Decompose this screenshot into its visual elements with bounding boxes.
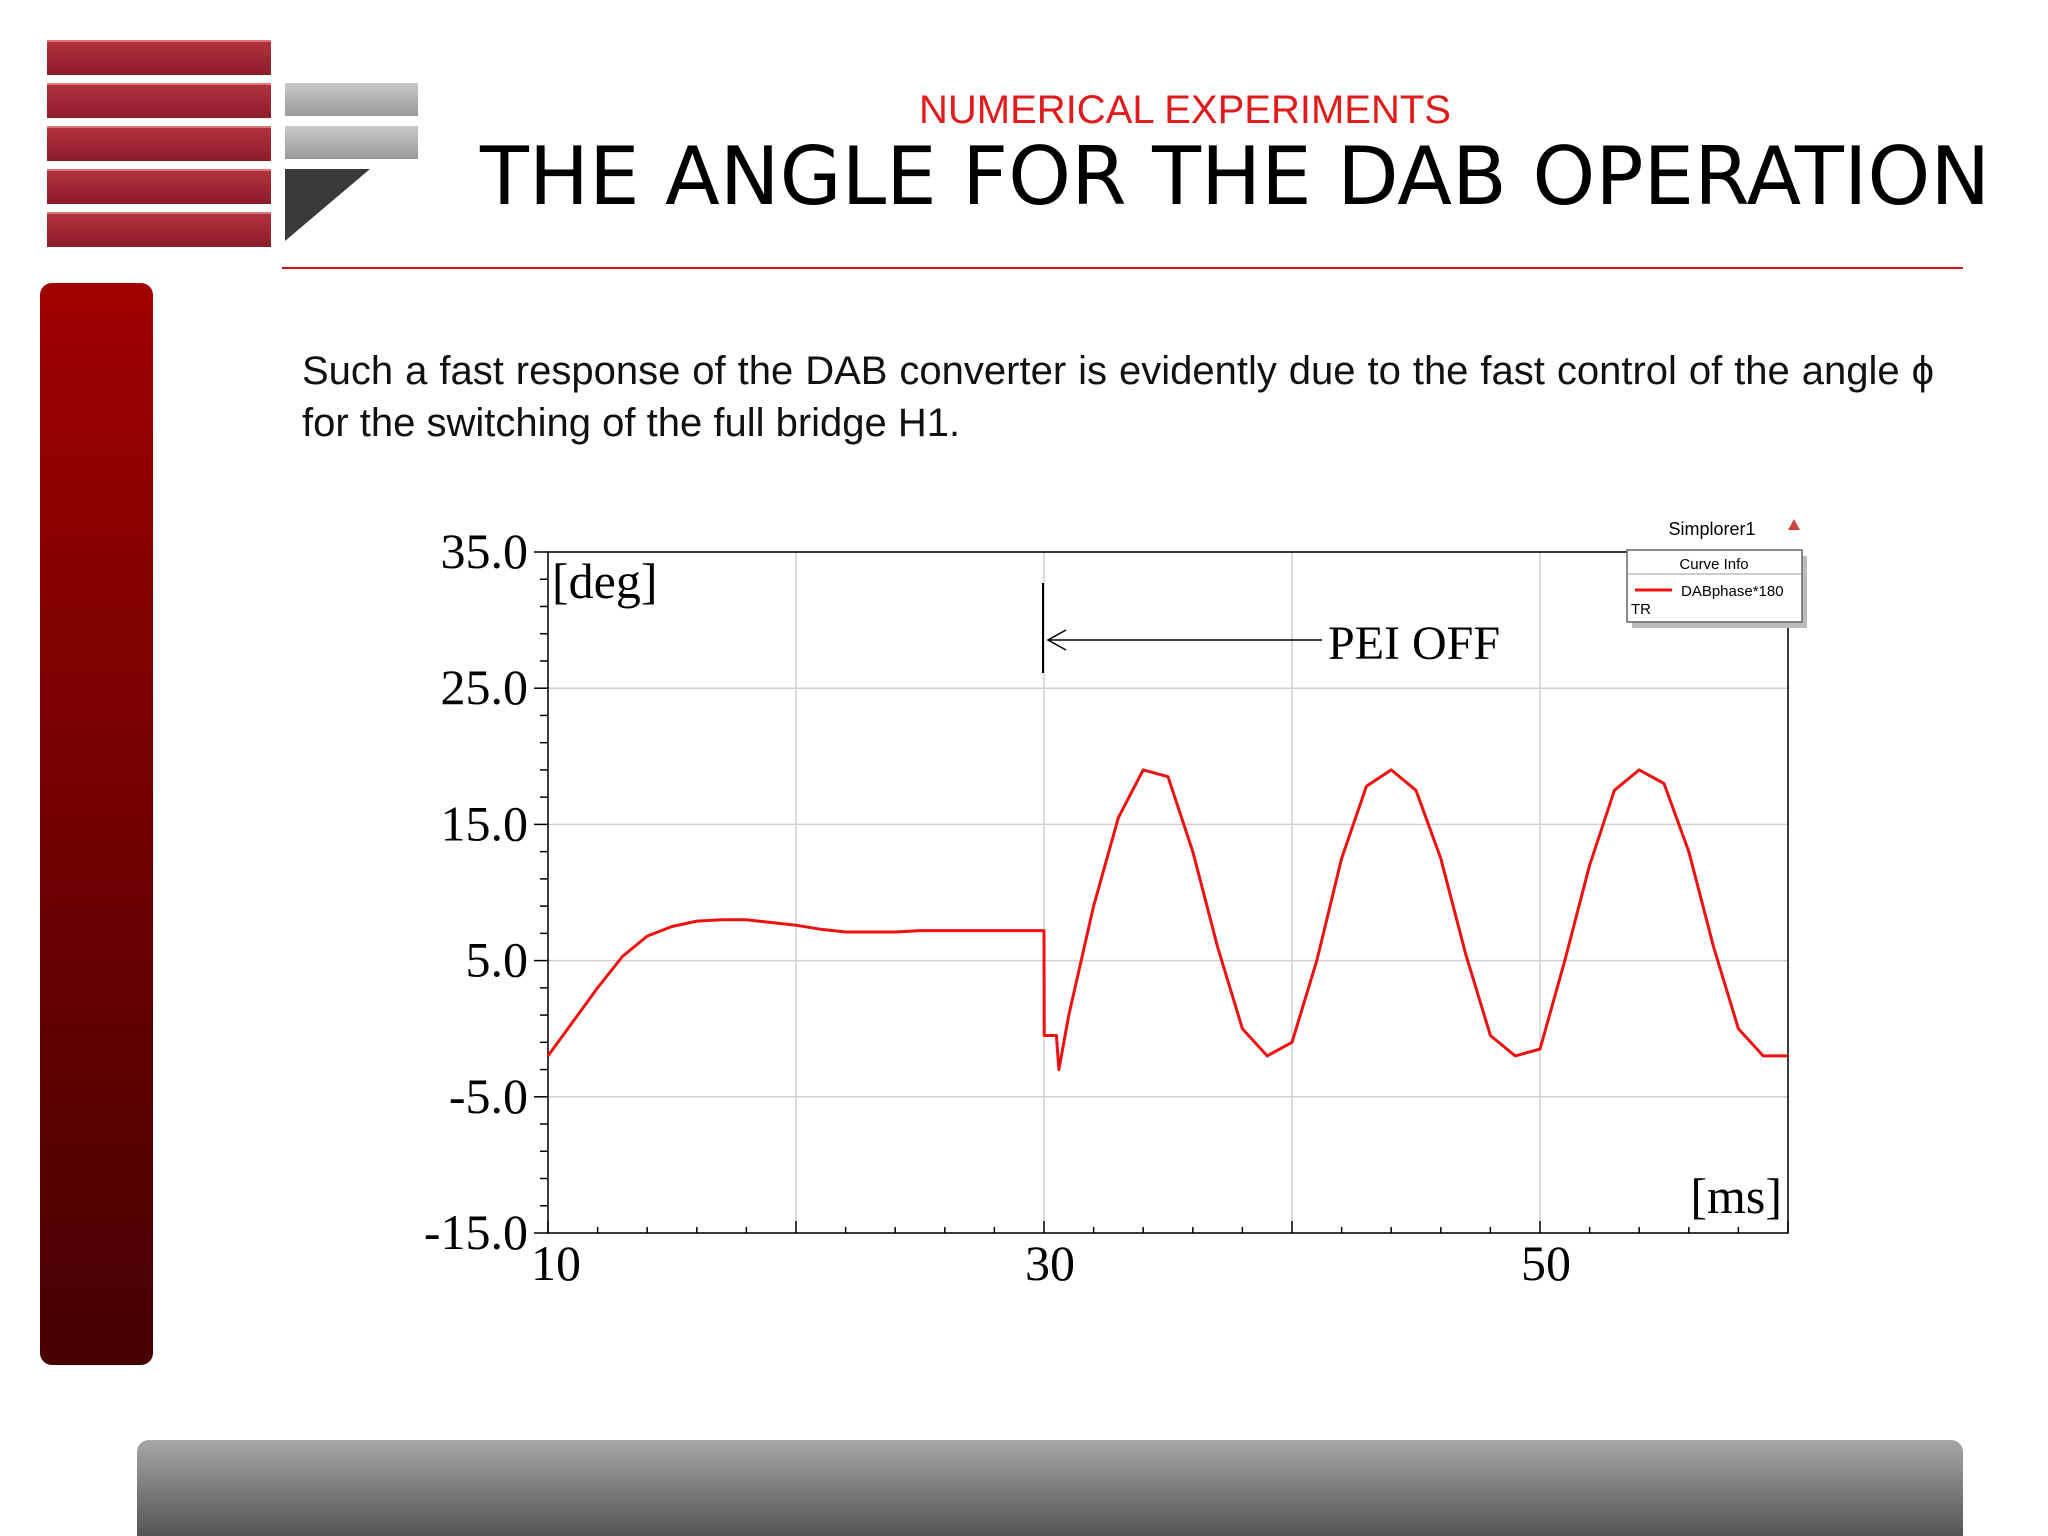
plot-frame xyxy=(547,551,1789,1234)
chart-ticks xyxy=(534,551,1789,1234)
logo-bar xyxy=(47,83,271,118)
chart-legend: Simplorer1 Curve Info DABphase*180 TR xyxy=(1626,519,1807,628)
logo-bar xyxy=(47,169,271,204)
pei-off-annotation: PEI OFF xyxy=(1328,617,1500,670)
y-tick-label: -15.0 xyxy=(424,1204,528,1260)
y-tick-label: 15.0 xyxy=(441,795,529,851)
y-tick-label: -5.0 xyxy=(449,1068,528,1124)
logo-bar xyxy=(47,126,271,161)
y-axis-label: [deg] xyxy=(552,553,658,609)
slide-subtitle: NUMERICAL EXPERIMENTS xyxy=(919,88,1451,132)
series-line-dabphase xyxy=(546,768,1788,1072)
y-tick-label: 35.0 xyxy=(441,523,529,579)
x-tick-label: 30 xyxy=(1025,1235,1075,1291)
title-rule xyxy=(282,267,1963,269)
bottom-bar xyxy=(137,1440,1963,1536)
logo-triangle xyxy=(285,169,370,241)
side-bar xyxy=(40,283,153,1365)
y-tick-label: 5.0 xyxy=(466,932,529,988)
x-tick-label: 10 xyxy=(531,1235,581,1291)
legend-header: Curve Info xyxy=(1679,556,1748,573)
pei-off-arrow-head xyxy=(1046,629,1067,651)
body-text: Such a fast response of the DAB converte… xyxy=(302,349,1934,445)
logo-gray-bar xyxy=(285,83,418,116)
legend-warning-icon xyxy=(1788,519,1800,530)
legend-footer: TR xyxy=(1631,601,1651,618)
legend-title: Simplorer1 xyxy=(1668,519,1755,539)
logo-bar xyxy=(47,212,271,247)
slide-title: THE ANGLE FOR THE DAB OPERATION xyxy=(480,130,1991,223)
y-tick-label: 25.0 xyxy=(441,659,529,715)
chart-grid xyxy=(547,551,1789,1234)
legend-series-name: DABphase*180 xyxy=(1681,583,1784,600)
logo-bar xyxy=(47,40,271,75)
logo-gray-bar xyxy=(285,126,418,159)
x-axis-label: [ms] xyxy=(1690,1168,1782,1224)
x-tick-label: 50 xyxy=(1521,1235,1571,1291)
